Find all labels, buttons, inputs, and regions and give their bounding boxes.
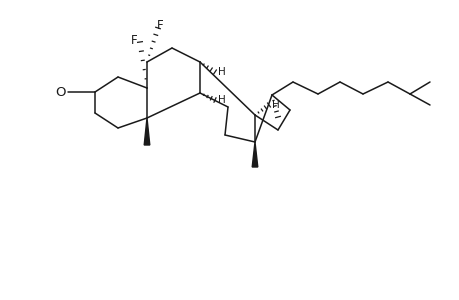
Text: F: F — [157, 19, 163, 32]
Text: O: O — [56, 85, 66, 98]
Text: H: H — [218, 95, 225, 105]
Text: F: F — [130, 34, 137, 46]
Polygon shape — [252, 142, 257, 167]
Polygon shape — [144, 118, 150, 145]
Text: H: H — [218, 67, 225, 77]
Text: H: H — [272, 100, 279, 110]
